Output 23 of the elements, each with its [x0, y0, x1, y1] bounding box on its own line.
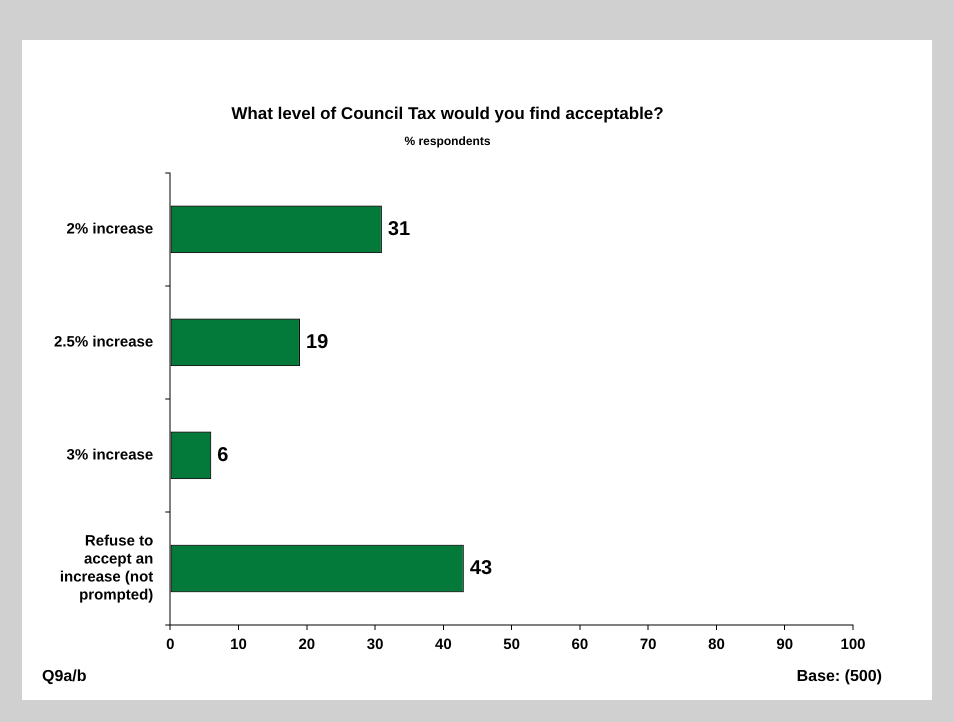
x-tick-label: 50 [503, 636, 520, 654]
y-tick-label: 2.5% increase [54, 334, 154, 351]
x-tick-label: 60 [572, 636, 588, 654]
x-tick-label: 0 [166, 636, 174, 654]
x-tick-label: 40 [435, 636, 452, 654]
x-tick-label: 100 [840, 636, 866, 654]
y-tick-label: Refuse to accept an increase (not prompted) [60, 532, 154, 604]
text: Q9a/b [42, 668, 86, 686]
chart-title: What level of Council Tax would you find acceptable? [231, 104, 664, 123]
data-label: 19 [306, 330, 328, 353]
x-tick-label: 30 [366, 636, 384, 654]
data-label: 6 [217, 444, 228, 466]
x-tick-label: 90 [776, 636, 794, 654]
x-tick-label: 80 [708, 636, 725, 654]
x-tick-label: 70 [640, 636, 657, 654]
data-label: 31 [388, 218, 410, 240]
y-tick-label: 2% increase [66, 220, 154, 238]
chart-subtitle: % respondents [404, 134, 491, 148]
x-tick-label: 10 [230, 636, 247, 654]
text: Base: (500) [796, 668, 882, 686]
y-tick-label: 3% increase [66, 446, 154, 464]
data-label: 43 [470, 556, 492, 579]
x-tick-label: 20 [298, 636, 316, 654]
